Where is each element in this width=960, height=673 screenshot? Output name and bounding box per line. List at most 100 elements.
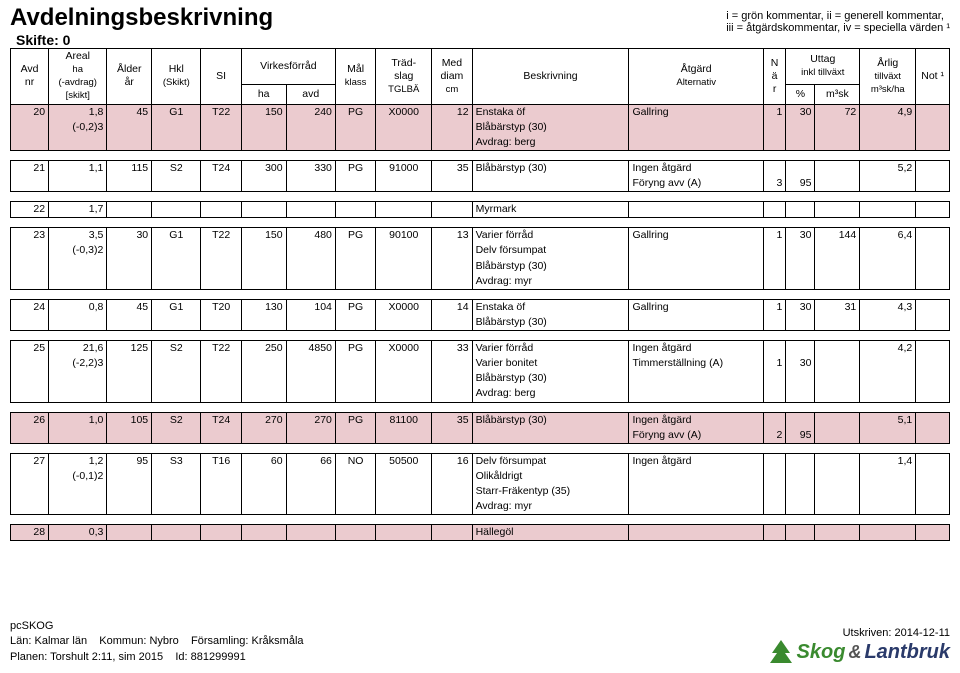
cell-alder <box>107 428 152 444</box>
cell-diam <box>432 484 472 499</box>
cell-not <box>916 469 950 484</box>
cell-besk: Blåbärstyp (30) <box>472 315 629 331</box>
cell-vf-ha <box>241 371 286 386</box>
cell-mal: PG <box>335 341 375 357</box>
cell-avd: 27 <box>11 453 49 469</box>
cell-hkl <box>152 176 201 192</box>
brand-text-2: Lantbruk <box>864 641 950 664</box>
cell-not <box>916 499 950 515</box>
cell-si <box>201 274 241 290</box>
cell-si <box>201 371 241 386</box>
cell-trad: X0000 <box>376 104 432 120</box>
cell-areal <box>49 315 107 331</box>
table-header: Avdnr Arealha(-avdrag)[skikt] Ålderår Hk… <box>11 49 950 105</box>
cell-diam <box>432 371 472 386</box>
th-avd: Avdnr <box>11 49 49 105</box>
cell-avd <box>11 243 49 258</box>
cell-avd: 25 <box>11 341 49 357</box>
cell-um3 <box>815 160 860 176</box>
cell-avd: 24 <box>11 299 49 315</box>
cell-um3 <box>815 525 860 541</box>
table-row: 201,845G1T22150240PGX000012Enstaka öfGal… <box>11 104 950 150</box>
cell-diam <box>432 243 472 258</box>
cell-vf-ha <box>241 499 286 515</box>
cell-alder: 115 <box>107 160 152 176</box>
cell-nar <box>763 499 785 515</box>
th-nar: När <box>763 49 785 105</box>
cell-alder <box>107 202 152 218</box>
cell-mal <box>335 274 375 290</box>
cell-mal <box>335 499 375 515</box>
cell-nar <box>763 243 785 258</box>
cell-areal: (-0,1)2 <box>49 469 107 484</box>
cell-vf-ha <box>241 259 286 274</box>
cell-vf-ha <box>241 315 286 331</box>
cell-si <box>201 202 241 218</box>
cell-alder: 45 <box>107 104 152 120</box>
cell-alder <box>107 274 152 290</box>
cell-mal <box>335 428 375 444</box>
cell-vf-ha <box>241 243 286 258</box>
cell-avd <box>11 428 49 444</box>
cell-hkl: S2 <box>152 341 201 357</box>
cell-avd <box>11 356 49 371</box>
cell-nar <box>763 341 785 357</box>
th-areal: Arealha(-avdrag)[skikt] <box>49 49 107 105</box>
footer-line-2: Planen: Torshult 2:11, sim 2015 Id: 8812… <box>10 650 304 665</box>
cell-hkl <box>152 315 201 331</box>
cell-diam <box>432 176 472 192</box>
table-row: 240,845G1T20130104PGX000014Enstaka öfGal… <box>11 299 950 330</box>
cell-mal: PG <box>335 160 375 176</box>
cell-nar <box>763 371 785 386</box>
cell-arlig <box>860 243 916 258</box>
cell-vf-ha <box>241 386 286 402</box>
cell-atg <box>629 135 763 151</box>
cell-hkl <box>152 356 201 371</box>
cell-hkl <box>152 469 201 484</box>
cell-upct: 30 <box>786 228 815 244</box>
th-trad: Träd-slagTGLBÄ <box>376 49 432 105</box>
cell-hkl <box>152 274 201 290</box>
cell-arlig <box>860 259 916 274</box>
cell-upct <box>786 412 815 428</box>
cell-diam <box>432 525 472 541</box>
cell-vf-avd <box>286 274 335 290</box>
cell-trad: 90100 <box>376 228 432 244</box>
cell-not <box>916 243 950 258</box>
cell-avd <box>11 315 49 331</box>
cell-si: T22 <box>201 341 241 357</box>
cell-arlig: 5,2 <box>860 160 916 176</box>
cell-atg <box>629 484 763 499</box>
cell-avd <box>11 135 49 151</box>
cell-areal <box>49 499 107 515</box>
cell-not <box>916 386 950 402</box>
cell-diam <box>432 428 472 444</box>
cell-upct <box>786 484 815 499</box>
cell-arlig <box>860 525 916 541</box>
cell-vf-avd <box>286 176 335 192</box>
cell-vf-ha <box>241 202 286 218</box>
cell-alder <box>107 176 152 192</box>
cell-mal <box>335 356 375 371</box>
cell-mal <box>335 525 375 541</box>
cell-diam: 13 <box>432 228 472 244</box>
footer: pcSKOG Län: Kalmar län Kommun: Nybro För… <box>10 619 950 665</box>
cell-si <box>201 315 241 331</box>
cell-vf-ha: 60 <box>241 453 286 469</box>
cell-areal <box>49 428 107 444</box>
cell-atg <box>629 315 763 331</box>
cell-hkl <box>152 525 201 541</box>
cell-upct <box>786 341 815 357</box>
cell-si <box>201 499 241 515</box>
cell-hkl: G1 <box>152 228 201 244</box>
cell-areal: 1,0 <box>49 412 107 428</box>
cell-trad <box>376 202 432 218</box>
cell-hkl <box>152 386 201 402</box>
cell-um3 <box>815 274 860 290</box>
cell-arlig: 5,1 <box>860 412 916 428</box>
cell-trad: X0000 <box>376 299 432 315</box>
cell-hkl <box>152 120 201 135</box>
cell-alder <box>107 484 152 499</box>
cell-alder: 95 <box>107 453 152 469</box>
cell-atg: Gallring <box>629 228 763 244</box>
